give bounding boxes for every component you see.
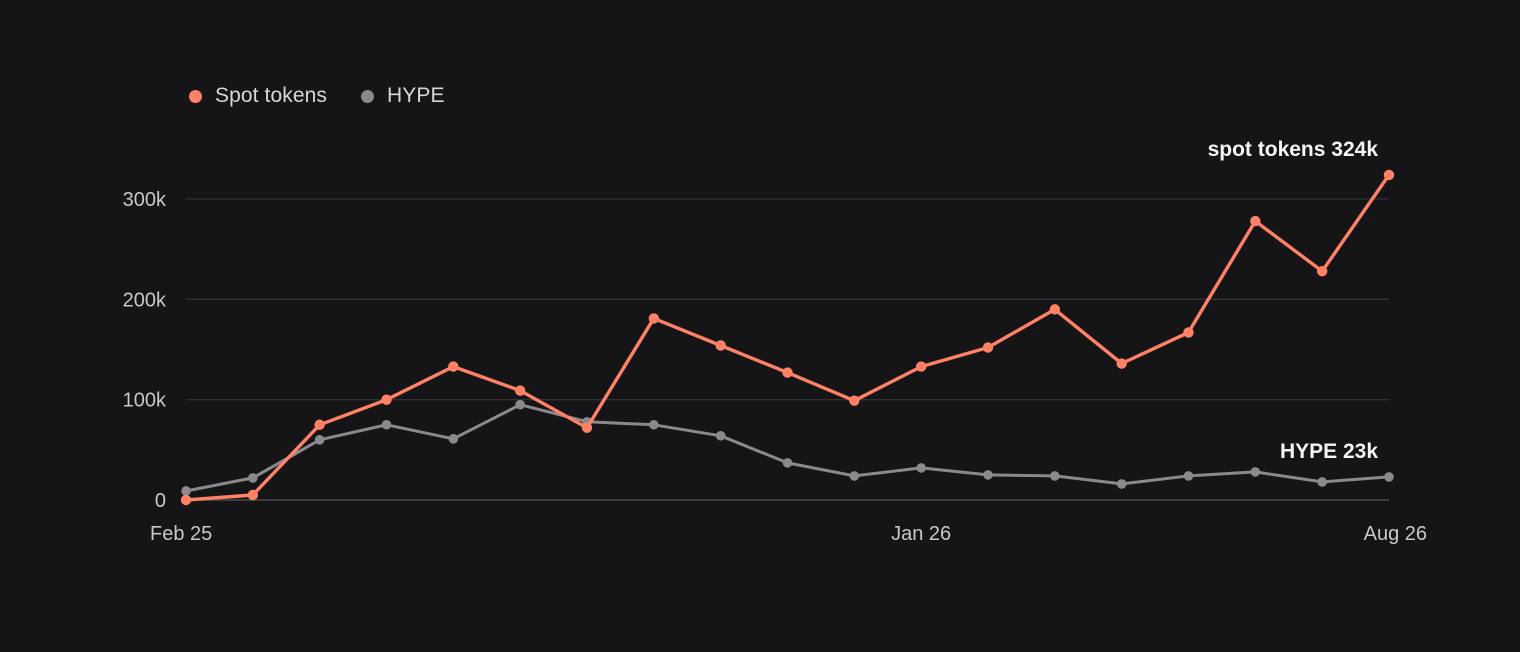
legend-item-hype[interactable]: HYPE (361, 84, 445, 108)
data-point-hype-12[interactable] (983, 470, 993, 480)
data-point-hype-16[interactable] (1250, 467, 1261, 477)
end-label-spot-tokens: spot tokens 324k (1208, 138, 1379, 161)
data-point-spot-tokens-1[interactable] (247, 489, 259, 501)
data-point-spot-tokens-6[interactable] (581, 422, 593, 433)
data-point-hype-9[interactable] (782, 458, 793, 468)
data-point-hype-18[interactable] (1384, 472, 1394, 482)
data-point-spot-tokens-18[interactable] (1383, 169, 1395, 181)
series-layer (180, 169, 1395, 506)
data-point-hype-0[interactable] (181, 486, 191, 496)
x-tick-label-2: Aug 26 (1364, 523, 1427, 545)
data-point-spot-tokens-9[interactable] (782, 367, 793, 378)
grid-lines (186, 198, 1389, 501)
data-point-hype-4[interactable] (448, 433, 459, 444)
axes: 0 100k 200k 300k Feb 25 Jan 26 Aug 26 (123, 189, 1427, 545)
data-point-hype-10[interactable] (849, 471, 860, 481)
legend-item-spot-tokens[interactable]: Spot tokens (189, 84, 327, 108)
x-tick-label-0: Feb 25 (150, 523, 212, 545)
data-point-spot-tokens-15[interactable] (1183, 327, 1194, 338)
series-line-spot-tokens (184, 173, 1391, 502)
end-labels: spot tokens 324k HYPE 23k (1208, 138, 1379, 463)
data-point-spot-tokens-16[interactable] (1250, 215, 1261, 227)
y-tick-label-0: 0 (155, 490, 166, 512)
data-point-spot-tokens-3[interactable] (381, 394, 392, 405)
data-point-spot-tokens-8[interactable] (715, 340, 726, 351)
data-point-spot-tokens-5[interactable] (514, 385, 526, 396)
data-point-hype-14[interactable] (1116, 479, 1127, 489)
series-line-hype (184, 403, 1391, 493)
data-point-hype-2[interactable] (314, 435, 325, 445)
series-hype (181, 399, 1394, 496)
data-point-hype-17[interactable] (1317, 477, 1327, 487)
data-point-spot-tokens-13[interactable] (1049, 304, 1061, 315)
legend-label-spot-tokens: Spot tokens (215, 84, 328, 107)
y-tick-label-3: 300k (123, 189, 167, 211)
x-tick-label-1: Jan 26 (891, 523, 951, 545)
legend-dot-spot-tokens-icon (189, 89, 202, 103)
y-tick-label-2: 200k (123, 289, 167, 311)
data-point-hype-7[interactable] (649, 419, 659, 430)
legend-label-hype: HYPE (387, 84, 445, 107)
data-point-hype-3[interactable] (381, 419, 392, 430)
data-point-spot-tokens-7[interactable] (648, 313, 660, 324)
data-point-hype-11[interactable] (916, 463, 926, 473)
y-tick-label-1: 100k (123, 390, 167, 412)
data-point-spot-tokens-11[interactable] (915, 361, 927, 372)
legend-dot-hype-icon (361, 89, 375, 103)
data-point-hype-8[interactable] (715, 430, 726, 441)
series-spot-tokens (180, 169, 1395, 506)
data-point-hype-15[interactable] (1183, 471, 1194, 481)
data-point-spot-tokens-10[interactable] (849, 395, 860, 406)
end-label-hype: HYPE 23k (1280, 440, 1378, 463)
data-point-spot-tokens-17[interactable] (1316, 266, 1328, 277)
legend: Spot tokens HYPE (189, 84, 479, 108)
data-point-spot-tokens-0[interactable] (180, 494, 192, 506)
data-point-hype-13[interactable] (1050, 471, 1060, 481)
data-point-hype-1[interactable] (248, 473, 258, 483)
data-point-spot-tokens-2[interactable] (314, 419, 325, 430)
data-point-spot-tokens-4[interactable] (448, 361, 459, 372)
data-point-hype-5[interactable] (515, 399, 525, 410)
data-point-spot-tokens-14[interactable] (1116, 358, 1127, 369)
data-point-spot-tokens-12[interactable] (982, 342, 994, 353)
